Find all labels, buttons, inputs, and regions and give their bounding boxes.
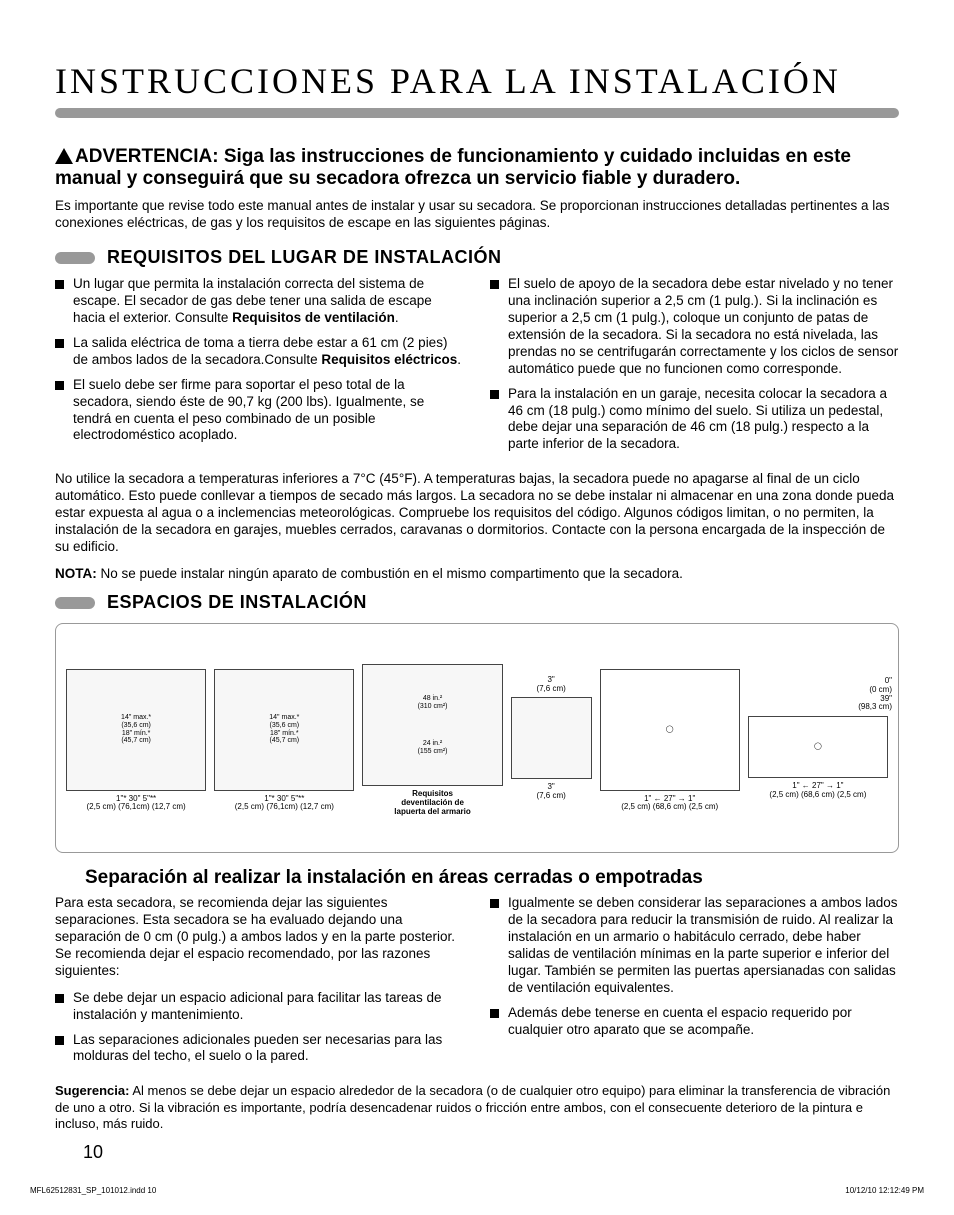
diagram-2: 14" max.* (35,6 cm) 18" mín.* (45,7 cm) … [210, 665, 358, 813]
diagram-4: 3" (7,6 cm) 3" (7,6 cm) [507, 676, 596, 801]
footer-right: 10/12/10 12:12:49 PM [845, 1186, 924, 1195]
sugerencia: Sugerencia: Al menos se debe dejar un es… [55, 1083, 899, 1132]
section-pill [55, 252, 95, 264]
section1-title: REQUISITOS DEL LUGAR DE INSTALACIÓN [107, 247, 502, 268]
intro-text: Es importante que revise todo este manua… [55, 198, 899, 232]
list-item: Un lugar que permita la instalación corr… [55, 276, 464, 327]
diagram-1: 14" max.* (35,6 cm) 18" mín.* (45,7 cm) … [62, 665, 210, 813]
diagram-5: ◯ 1" ← 27" → 1" (2,5 cm) (68,6 cm) (2,5 … [596, 665, 744, 813]
list-item: Igualmente se deben considerar las separ… [490, 895, 899, 996]
section1-head: REQUISITOS DEL LUGAR DE INSTALACIÓN [55, 247, 899, 268]
warning-block: ADVERTENCIA: Siga las instrucciones de f… [55, 146, 899, 190]
section3-intro: Para esta secadora, se recomienda dejar … [55, 895, 464, 979]
diagram-6: 0" (0 cm) 39" (98,3 cm) ◯ 1" ← 27" → 1" … [744, 677, 892, 800]
footer-left: MFL62512831_SP_101012.indd 10 [30, 1186, 156, 1195]
section2-head: ESPACIOS DE INSTALACIÓN [55, 592, 899, 613]
footer: MFL62512831_SP_101012.indd 10 10/12/10 1… [30, 1186, 924, 1195]
warning-label: ADVERTENCIA: [75, 146, 219, 167]
section1-cols: Un lugar que permita la instalación corr… [55, 276, 899, 461]
page-title: INSTRUCCIONES PARA LA INSTALACIÓN [55, 60, 899, 102]
section3-title: Separación al realizar la instalación en… [85, 867, 899, 889]
section1-para: No utilice la secadora a temperaturas in… [55, 471, 899, 555]
list-item: Además debe tenerse en cuenta el espacio… [490, 1005, 899, 1039]
title-underline [55, 108, 899, 118]
diagram-3: 48 in.² (310 cm²) 24 in.² (155 cm²) Requ… [358, 660, 506, 816]
list-item: El suelo debe ser firme para soportar el… [55, 377, 464, 445]
page: INSTRUCCIONES PARA LA INSTALACIÓN ADVERT… [0, 0, 954, 1215]
list-item: Las separaciones adicionales pueden ser … [55, 1032, 464, 1066]
page-number: 10 [83, 1142, 899, 1163]
diagram-box: 14" max.* (35,6 cm) 18" mín.* (45,7 cm) … [55, 623, 899, 853]
list-item: La salida eléctrica de toma a tierra deb… [55, 335, 464, 369]
warning-icon [55, 148, 73, 164]
list-item: Para la instalación en un garaje, necesi… [490, 386, 899, 454]
list-item: Se debe dejar un espacio adicional para … [55, 990, 464, 1024]
section3-cols: Para esta secadora, se recomienda dejar … [55, 895, 899, 1073]
list-item: El suelo de apoyo de la secadora debe es… [490, 276, 899, 377]
section-pill [55, 597, 95, 609]
section2-title: ESPACIOS DE INSTALACIÓN [107, 592, 367, 613]
section1-nota: NOTA: No se puede instalar ningún aparat… [55, 566, 899, 583]
